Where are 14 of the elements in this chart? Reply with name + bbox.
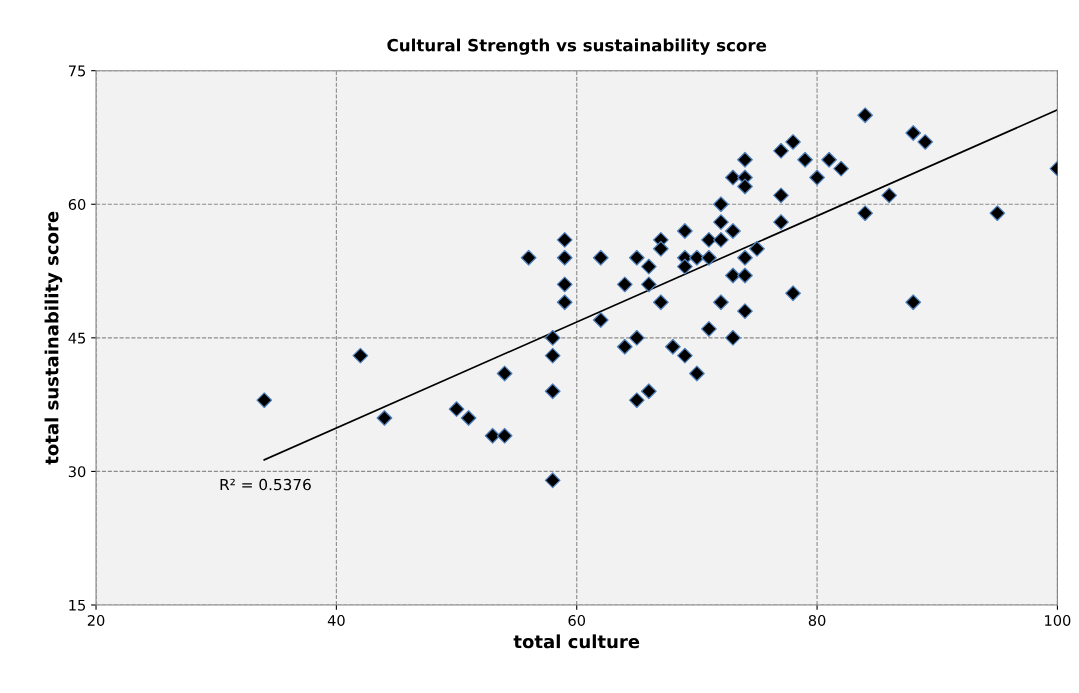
y-tick-label: 30 (68, 466, 86, 478)
y-tick-label: 45 (68, 332, 86, 344)
x-tick-label: 20 (87, 614, 105, 626)
chart-title: Cultural Strength vs sustainability score (387, 38, 767, 55)
annotation: R² = 0.5376 (220, 478, 311, 491)
x-tick-label: 60 (568, 614, 586, 626)
y-axis-title: total sustainability score (44, 211, 63, 465)
x-tick-label: 40 (327, 614, 345, 626)
x-tick-label: 80 (808, 614, 826, 626)
y-tick-label: 75 (68, 65, 86, 77)
y-tick-label: 60 (68, 198, 86, 211)
x-axis-title: total culture (513, 634, 640, 649)
x-tick-label: 100 (1045, 614, 1071, 626)
y-tick-label: 15 (69, 599, 86, 611)
